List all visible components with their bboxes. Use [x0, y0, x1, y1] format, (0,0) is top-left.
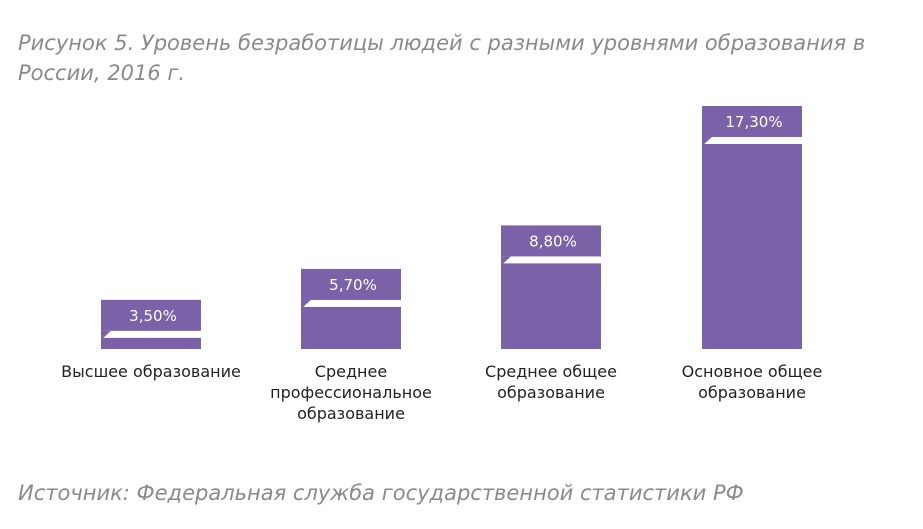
bar-label-tail — [501, 256, 511, 266]
bar-value-label: 8,80% — [529, 232, 577, 250]
bar-value-label: 3,50% — [129, 307, 177, 325]
bars-layer: 3,50% 5,70% 8,80% 17,30% — [101, 106, 802, 349]
bar-label-tail — [702, 137, 712, 146]
bar — [501, 263, 601, 349]
bar-label-box — [301, 268, 401, 300]
bar-value-label: 17,30% — [725, 113, 782, 131]
category-label: Среднее профессиональное образование — [270, 362, 432, 423]
category-label: Среднее общее образование — [485, 362, 617, 402]
bar-group: 3,50% — [101, 299, 201, 349]
bar — [702, 144, 802, 349]
source-note: Источник: Федеральная служба государстве… — [18, 481, 744, 505]
bar-group: 17,30% — [702, 106, 802, 349]
bar — [301, 306, 401, 349]
bar-label-tail — [301, 299, 311, 309]
category-labels-layer: Высшее образование Среднее профессионально… — [61, 362, 822, 423]
bar-group: 5,70% — [301, 268, 401, 349]
bar-label-box — [101, 299, 201, 331]
bar-value-label: 5,70% — [329, 276, 377, 294]
bar-group: 8,80% — [501, 225, 601, 349]
bar-chart: 3,50% 5,70% 8,80% 17,30% Высшее образование… — [61, 106, 822, 423]
bar-label-tail — [101, 330, 111, 340]
bar — [101, 337, 201, 349]
category-label: Основное общее образование — [682, 362, 823, 402]
bar-label-box — [501, 225, 601, 257]
chart-title: Рисунок 5. Уровень безработицы людей с р… — [18, 31, 866, 85]
bar-label-box — [702, 106, 802, 137]
category-label: Высшее образование — [61, 362, 241, 381]
